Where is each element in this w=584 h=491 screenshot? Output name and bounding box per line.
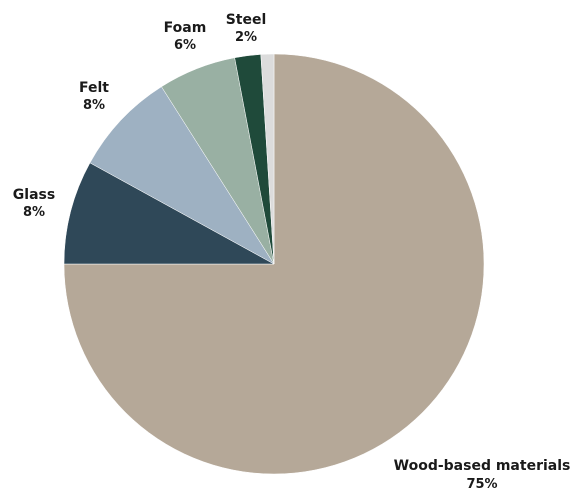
label-felt: Felt bbox=[79, 80, 109, 96]
label-wood-based-materials: Wood-based materials bbox=[394, 458, 571, 474]
percent-wood-based-materials: 75% bbox=[466, 477, 497, 491]
percent-foam: 6% bbox=[174, 38, 196, 53]
percent-glass: 8% bbox=[23, 205, 45, 220]
label-foam: Foam bbox=[164, 20, 207, 36]
percent-felt: 8% bbox=[83, 98, 105, 113]
slice-felt-2 bbox=[89, 86, 275, 265]
slice-wood-based-materials-0 bbox=[63, 53, 485, 475]
percent-steel: 2% bbox=[235, 30, 257, 45]
pie-slices bbox=[63, 53, 485, 475]
pie-labels: Wood-based materials 75% Glass 8% Felt 8… bbox=[13, 12, 571, 491]
label-steel: Steel bbox=[226, 12, 267, 28]
slice-unlabeled-5 bbox=[260, 53, 275, 265]
slice-glass-1 bbox=[63, 162, 275, 265]
label-glass: Glass bbox=[13, 187, 55, 203]
